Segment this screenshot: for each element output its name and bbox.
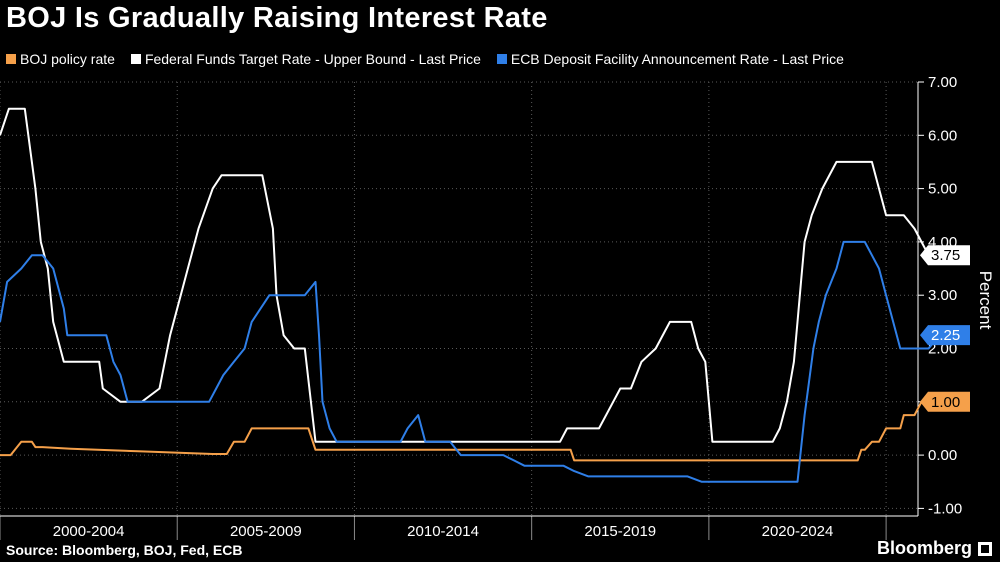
legend-label-boj: BOJ policy rate	[20, 51, 115, 67]
source-note: Source: Bloomberg, BOJ, Fed, ECB	[6, 542, 243, 558]
chart-legend: BOJ policy rate Federal Funds Target Rat…	[6, 49, 860, 69]
last-value-label-2: 2.25	[931, 327, 960, 344]
y-tick-label: 0.00	[928, 447, 957, 464]
x-tick-label: 2010-2014	[407, 523, 479, 540]
legend-swatch-ecb	[496, 54, 507, 64]
legend-label-fed: Federal Funds Target Rate - Upper Bound …	[144, 51, 481, 67]
brand-name: Bloomberg	[876, 538, 972, 558]
brand-logo: Bloomberg	[877, 538, 992, 559]
legend-swatch-boj	[6, 54, 16, 64]
last-value-label-0: 1.00	[931, 394, 960, 411]
legend-swatch-fed	[130, 54, 141, 64]
last-value-tag-0	[920, 391, 970, 412]
y-tick-label: 7.00	[928, 74, 957, 91]
legend-label-ecb: ECB Deposit Facility Announcement Rate -…	[510, 51, 844, 67]
chart-title: BOJ Is Gradually Raising Interest Rate	[6, 2, 548, 34]
series-line-2	[0, 240, 941, 483]
last-value-tag-2	[920, 325, 970, 346]
y-tick-label: 5.00	[928, 181, 957, 198]
x-tick-label: 2000-2004	[53, 523, 125, 540]
x-tick-label: 2020-2024	[762, 523, 834, 540]
last-value-tag-1	[920, 245, 970, 266]
last-value-label-1: 3.75	[931, 247, 960, 264]
y-axis-title: Percent	[976, 271, 995, 330]
series-line-0	[0, 401, 923, 462]
y-tick-label: 3.00	[928, 287, 957, 304]
legend-item-boj: BOJ policy rate	[6, 51, 115, 67]
x-tick-label: 2005-2009	[230, 523, 302, 540]
y-tick-label: 6.00	[928, 127, 957, 144]
legend-item-fed: Federal Funds Target Rate - Upper Bound …	[130, 51, 481, 67]
x-tick-label: 2015-2019	[584, 523, 656, 540]
bloomberg-terminal-icon	[978, 541, 992, 556]
y-tick-label: -1.00	[928, 500, 962, 517]
series-line-1	[0, 107, 943, 443]
legend-item-ecb: ECB Deposit Facility Announcement Rate -…	[496, 51, 844, 67]
